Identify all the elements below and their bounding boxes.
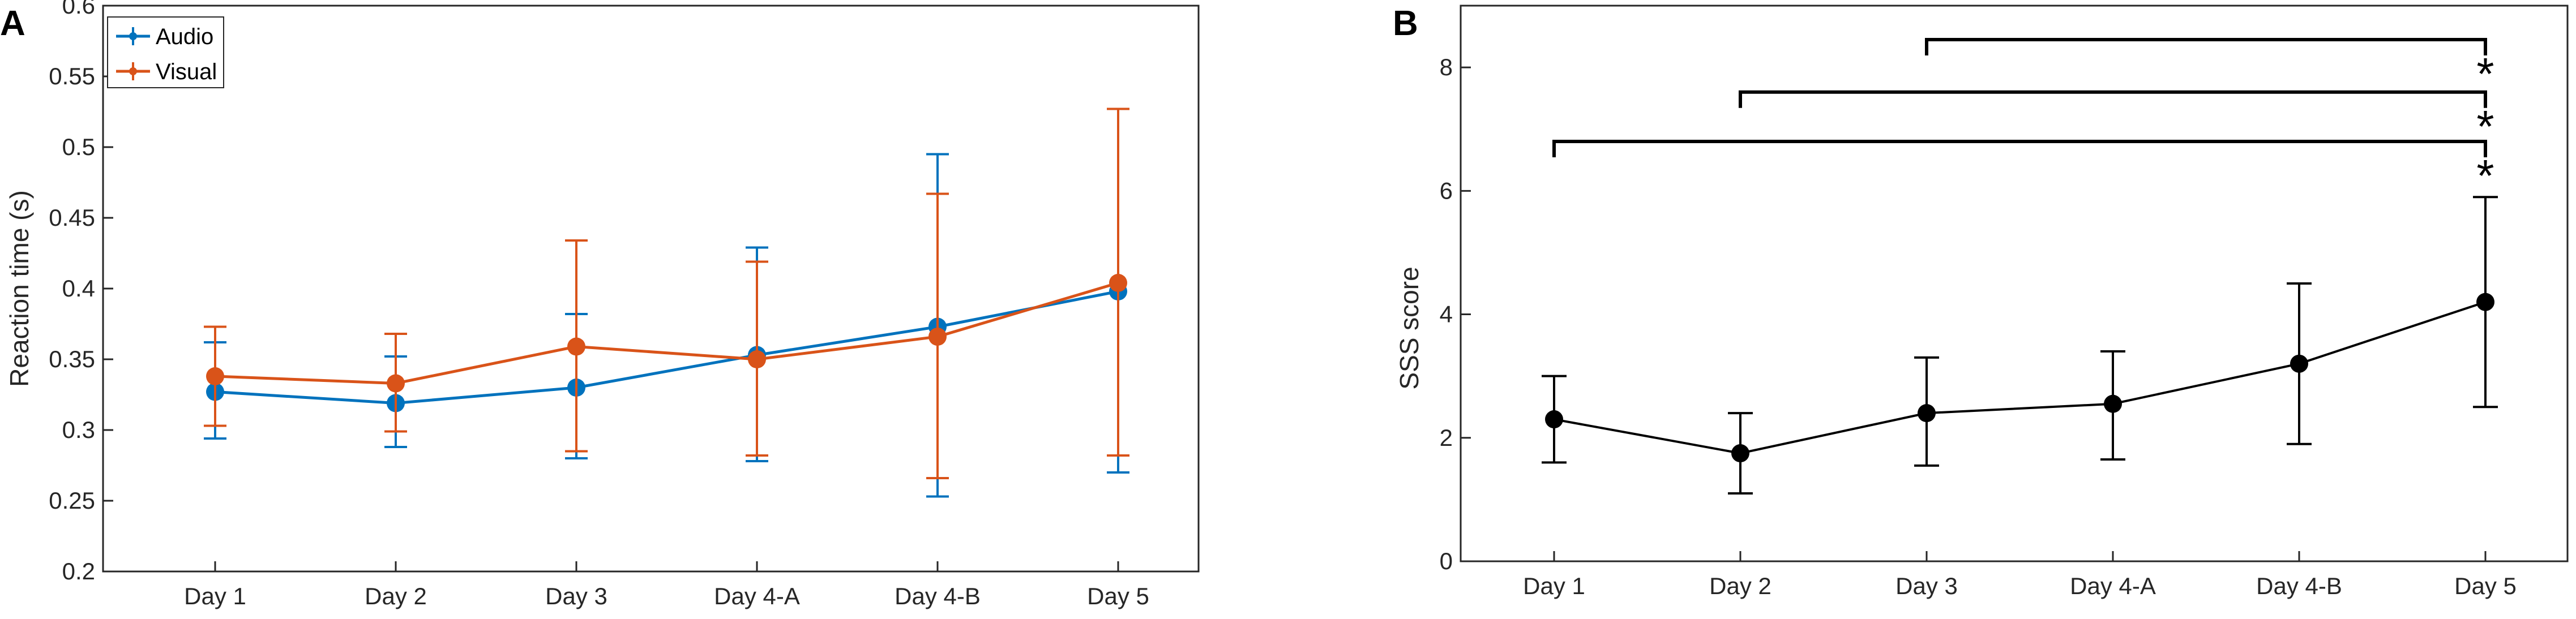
x-tick-label: Day 1: [1523, 573, 1585, 599]
significance-star: *: [2476, 151, 2494, 201]
y-tick-label: 0: [1440, 548, 1453, 574]
y-tick-label: 4: [1440, 301, 1453, 328]
legend-entry-audio: Audio: [116, 24, 213, 49]
series-sss: [1542, 196, 2498, 495]
data-point: [2104, 394, 2122, 413]
data-point: [1545, 410, 1563, 429]
y-tick-label: 0.45: [49, 204, 95, 231]
y-tick-label: 0.55: [49, 63, 95, 89]
y-tick-label: 0.25: [49, 487, 95, 514]
y-tick-label: 6: [1440, 177, 1453, 204]
x-tick-label: Day 5: [2454, 573, 2517, 599]
data-point: [748, 350, 766, 368]
y-tick-label: 8: [1440, 54, 1453, 80]
y-tick-label: 0.35: [49, 346, 95, 372]
x-tick-label: Day 5: [1087, 583, 1149, 609]
y-tick-label: 0.5: [62, 134, 95, 160]
x-tick-label: Day 3: [1895, 573, 1958, 599]
panel-a: A 0.2 0.25 0.3 0.35 0.4 0.45 0.5 0.55 0.6 Day 1 D…: [0, 0, 1200, 609]
data-point: [2476, 293, 2494, 311]
legend-label-audio: Audio: [156, 24, 213, 49]
x-tick-label: Day 4-A: [714, 583, 800, 609]
y-tick-label: 0.4: [62, 275, 95, 302]
y-tick-label: 0.3: [62, 416, 95, 443]
panel-a-ylabel: Reaction time (s): [5, 190, 34, 387]
data-point: [2290, 354, 2308, 373]
x-tick-label: Day 4-B: [2256, 573, 2342, 599]
legend-entry-visual: Visual: [116, 59, 217, 84]
series-visual: [204, 108, 1129, 479]
data-point: [206, 367, 224, 385]
data-point: [928, 328, 947, 346]
y-tick-label: 0.6: [62, 0, 95, 19]
series-line: [215, 290, 1119, 405]
x-tick-label: Day 2: [365, 583, 427, 609]
y-tick-label: 0.2: [62, 558, 95, 584]
significance-bracket: *: [1552, 140, 2494, 201]
panel-b-axes-box: [1460, 5, 2569, 562]
panel-b-ylabel: SSS score: [1394, 266, 1424, 389]
series-line: [215, 281, 1119, 385]
x-tick-label: Day 2: [1709, 573, 1771, 599]
legend-label-visual: Visual: [156, 59, 217, 84]
data-point: [387, 374, 405, 393]
y-tick-label: 2: [1440, 424, 1453, 451]
data-point: [1109, 274, 1127, 292]
panel-b: B 0 2 4 6 8 Day 1 Day 2 Day 3 Day 4-A Day 4-B Day…: [1393, 4, 2569, 599]
panel-a-label: A: [0, 4, 25, 43]
x-tick-label: Day 3: [545, 583, 607, 609]
x-tick-label: Day 4-A: [2070, 573, 2156, 599]
panel-a-axes-box: [102, 5, 1200, 573]
x-tick-label: Day 1: [184, 583, 246, 609]
legend-box: [107, 16, 224, 88]
data-point: [567, 337, 585, 356]
data-point: [1731, 444, 1749, 463]
panel-a-legend: Audio Visual: [107, 16, 224, 88]
data-point: [1918, 404, 1936, 423]
series-line: [1554, 300, 2486, 455]
x-tick-label: Day 4-B: [895, 583, 981, 609]
panel-b-label: B: [1393, 4, 1418, 43]
